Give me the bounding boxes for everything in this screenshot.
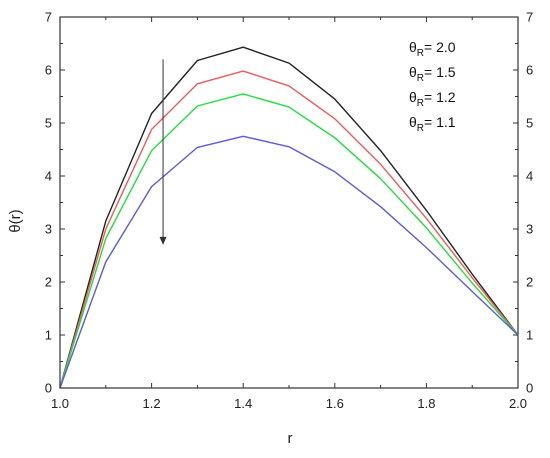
legend-value: = 1.2: [424, 89, 456, 105]
x-tick-label: 1.4: [234, 396, 252, 411]
y-tick-label-right: 0: [526, 381, 533, 396]
y-tick-label-right: 7: [526, 10, 533, 25]
trend-arrow-head: [159, 236, 167, 245]
x-tick-label: 1.2: [143, 396, 161, 411]
y-tick-label-left: 5: [45, 116, 52, 131]
series-line-1: [59, 46, 519, 389]
y-axis-title: θ(r): [7, 209, 24, 232]
y-tick-label-left: 3: [45, 222, 52, 237]
legend-entry-4: θR= 1.1: [409, 114, 456, 134]
legend-subscript: R: [417, 48, 424, 59]
legend-symbol: θ: [409, 39, 417, 55]
legend-entry-1: θR= 2.0: [409, 39, 456, 59]
legend-symbol: θ: [409, 114, 417, 130]
legend-value: = 2.0: [424, 39, 456, 55]
y-tick-label-right: 5: [526, 116, 533, 131]
legend-entry-2: θR= 1.5: [409, 64, 456, 84]
legend-subscript: R: [417, 123, 424, 134]
y-tick-label-left: 0: [45, 381, 52, 396]
legend-symbol: θ: [409, 89, 417, 105]
x-tick-label: 1.8: [417, 396, 435, 411]
series-line-4: [59, 135, 519, 389]
legend-value: = 1.5: [424, 64, 456, 80]
y-tick-label-left: 1: [45, 328, 52, 343]
y-tick-label-right: 2: [526, 275, 533, 290]
legend-subscript: R: [417, 73, 424, 84]
x-tick-label: 1.6: [326, 396, 344, 411]
legend-symbol: θ: [409, 64, 417, 80]
x-tick-label: 2.0: [509, 396, 527, 411]
y-tick-label-right: 1: [526, 328, 533, 343]
y-tick-label-left: 4: [45, 169, 52, 184]
y-tick-label-left: 6: [45, 63, 52, 78]
series-line-3: [59, 93, 519, 389]
legend-entry-3: θR= 1.2: [409, 89, 456, 109]
legend-value: = 1.1: [424, 114, 456, 130]
series-line-2: [59, 70, 519, 389]
y-tick-label-right: 3: [526, 222, 533, 237]
x-tick-label: 1.0: [51, 396, 69, 411]
y-tick-label-right: 6: [526, 63, 533, 78]
x-axis-title: r: [288, 430, 293, 447]
y-tick-label-right: 4: [526, 169, 533, 184]
y-tick-label-left: 2: [45, 275, 52, 290]
y-tick-label-left: 7: [45, 10, 52, 25]
legend-subscript: R: [417, 98, 424, 109]
